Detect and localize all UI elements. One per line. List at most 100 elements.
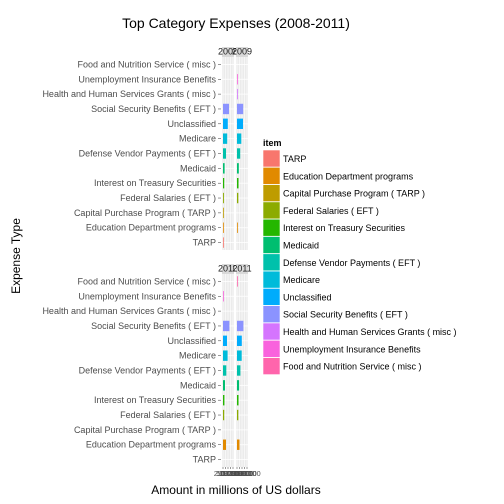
x-tick-label: 1000000 <box>233 471 260 478</box>
bar <box>237 380 240 391</box>
x-axis-title: Amount in millions of US dollars <box>151 483 320 497</box>
legend-swatch <box>262 270 281 289</box>
x-tick-label: 1000000 <box>219 471 246 478</box>
y-axis-title: Expense Type <box>9 218 23 294</box>
bar <box>237 133 242 144</box>
y-tick-label: Social Security Benefits ( EFT ) <box>91 321 216 331</box>
bar <box>223 439 226 450</box>
bar <box>237 335 242 347</box>
facet-strip-label: 2009 <box>232 47 252 57</box>
bar <box>237 350 242 361</box>
legend-swatch <box>262 305 281 324</box>
legend-swatch <box>262 167 281 185</box>
bar <box>223 103 229 115</box>
y-tick-label: Education Department programs <box>86 223 217 233</box>
legend-label: Defense Vendor Payments ( EFT ) <box>283 258 420 268</box>
bar <box>223 409 225 421</box>
bar <box>237 74 238 85</box>
legend-swatch <box>262 339 281 358</box>
bar <box>237 439 240 450</box>
bar <box>223 365 227 376</box>
bar <box>223 133 228 144</box>
y-tick-label: Federal Salaries ( EFT ) <box>120 193 216 203</box>
facet-strip <box>236 264 248 274</box>
y-tick-label: Capital Purchase Program ( TARP ) <box>74 208 216 218</box>
facet-panel-2008: 2008 <box>218 47 238 250</box>
y-tick-label: Federal Salaries ( EFT ) <box>120 410 216 420</box>
y-tick-label: Medicare <box>179 134 216 144</box>
category-labels: TARP Education Department programs Capital… <box>42 59 221 465</box>
facet-strip <box>236 47 248 57</box>
legend-label: Medicare <box>283 275 320 285</box>
legend-label: Food and Nutrition Service ( misc ) <box>283 362 422 372</box>
facet-strip-label: 2010 <box>218 264 238 274</box>
y-tick-label: Defense Vendor Payments ( EFT ) <box>79 366 216 376</box>
facet-strip <box>222 264 234 274</box>
bar <box>223 394 225 406</box>
y-tick-label: Education Department programs <box>86 440 217 450</box>
bar <box>237 394 239 406</box>
x-tick-label: 500000 <box>230 471 253 478</box>
y-tick-label: Health and Human Services Grants ( misc … <box>42 306 216 316</box>
x-tick-label: 250000 <box>228 471 251 478</box>
bar <box>237 88 238 100</box>
bar <box>237 365 241 376</box>
y-tick-label: Unemployment Insurance Benefits <box>78 74 216 84</box>
y-tick-label: Defense Vendor Payments ( EFT ) <box>79 149 216 159</box>
facet-strip <box>222 47 234 57</box>
legend-label: Medicaid <box>283 241 319 251</box>
bar <box>237 192 239 204</box>
bar <box>237 222 238 233</box>
bar <box>223 148 226 159</box>
bar <box>223 192 224 204</box>
bar <box>223 291 224 302</box>
bar <box>223 380 225 391</box>
legend-label: Education Department programs <box>283 171 414 181</box>
legend-label: Social Security Benefits ( EFT ) <box>283 310 408 320</box>
y-tick-label: Medicaid <box>180 380 216 390</box>
y-tick-label: TARP <box>193 455 216 465</box>
legend-label: TARP <box>283 154 306 164</box>
legend-label: Unemployment Insurance Benefits <box>283 344 421 354</box>
bar <box>223 237 224 248</box>
legend-swatch <box>262 218 281 237</box>
y-tick-label: Food and Nutrition Service ( misc ) <box>77 276 216 286</box>
legend-swatch <box>262 201 281 220</box>
bar <box>237 118 243 130</box>
y-tick-label: Medicare <box>179 351 216 361</box>
legend-label: Capital Purchase Program ( TARP ) <box>283 189 425 199</box>
y-tick-label: Social Security Benefits ( EFT ) <box>91 104 216 114</box>
y-tick-label: Interest on Treasury Securities <box>94 178 217 188</box>
legend-swatch <box>262 184 281 202</box>
bar <box>237 276 238 287</box>
x-tick-label: 250000 <box>214 471 237 478</box>
facet-strip-label: 2011 <box>232 264 251 274</box>
bar <box>223 207 224 219</box>
y-tick-label: Interest on Treasury Securities <box>94 395 217 405</box>
bar <box>237 177 239 189</box>
x-tick-label: 500000 <box>216 471 239 478</box>
y-tick-label: Unclassified <box>167 119 216 129</box>
legend-swatch <box>262 322 281 341</box>
bar <box>237 148 241 159</box>
chart-title: Top Category Expenses (2008-2011) <box>122 15 350 31</box>
bar <box>223 163 225 174</box>
legend-label: Unclassified <box>283 292 332 302</box>
y-tick-label: Health and Human Services Grants ( misc … <box>42 89 216 99</box>
y-tick-label: Food and Nutrition Service ( misc ) <box>77 59 216 69</box>
y-tick-label: TARP <box>193 238 216 248</box>
y-tick-label: Unclassified <box>167 336 216 346</box>
legend-swatch <box>262 288 281 306</box>
y-tick-label: Medicaid <box>180 163 216 173</box>
legend-swatch <box>262 253 281 272</box>
legend-swatch <box>262 236 281 254</box>
legend-label: Federal Salaries ( EFT ) <box>283 206 379 216</box>
bar <box>237 320 244 332</box>
bar <box>223 320 230 332</box>
bar <box>237 409 239 421</box>
